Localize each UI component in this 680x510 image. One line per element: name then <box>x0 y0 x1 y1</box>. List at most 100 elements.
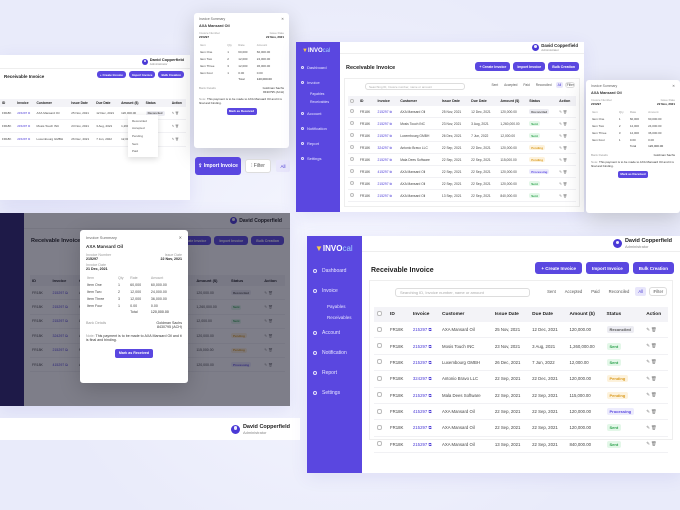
chip-accepted[interactable]: Accepted <box>504 83 518 87</box>
cell-invoice[interactable]: 215297 ⧉ <box>409 419 439 437</box>
edit-icon[interactable]: ✎ <box>646 408 651 414</box>
external-link-icon[interactable]: ⧉ <box>388 181 392 186</box>
sidebar-item-notification[interactable]: Notification <box>296 121 340 136</box>
edit-icon[interactable]: ✎ <box>646 343 651 349</box>
close-icon[interactable]: ✕ <box>672 84 675 88</box>
edit-icon[interactable]: ✎ <box>646 392 651 398</box>
trash-icon[interactable]: 🗑 <box>651 375 657 381</box>
bulk-creation-button[interactable]: Bulk Creation <box>548 62 579 71</box>
sidebar-item-account[interactable]: Account <box>296 106 340 121</box>
user-profile[interactable]: David Copperfield Administrator <box>532 43 578 52</box>
filter-button[interactable]: ⫶ Filter <box>565 82 575 88</box>
trash-icon[interactable]: 🗑 <box>651 392 657 398</box>
row-checkbox[interactable] <box>350 169 354 173</box>
edit-icon[interactable]: ✎ <box>559 181 563 186</box>
invoice-link[interactable]: 215297 <box>377 109 389 114</box>
invoice-link[interactable]: 324297 <box>412 376 428 382</box>
cell-invoice[interactable]: 215297 ⧉ <box>409 322 439 339</box>
edit-icon[interactable]: ✎ <box>559 109 563 114</box>
external-link-icon[interactable]: ⧉ <box>388 157 392 162</box>
invoice-link[interactable]: 215297 <box>377 193 389 198</box>
invoice-link[interactable]: 215297 <box>412 392 428 398</box>
sidebar-item-invoice[interactable]: Invoice <box>307 281 362 301</box>
bulk-creation-button[interactable]: Bulk Creation <box>158 71 184 78</box>
create-invoice-button[interactable]: + Create Invoice <box>475 62 511 71</box>
cell-invoice[interactable]: 215297 ⧉ <box>375 117 399 130</box>
external-link-icon[interactable]: ⧉ <box>388 193 392 198</box>
cell-invoice[interactable]: 215297 ⧉ <box>15 119 35 134</box>
invoice-link[interactable]: 215297 <box>17 124 28 129</box>
table-row[interactable]: FR18K 215297 ⧉ AXA Mansard Oil 13 Sep, 2021… <box>374 436 668 454</box>
row-checkbox[interactable] <box>350 181 354 185</box>
edit-icon[interactable]: ✎ <box>559 133 563 138</box>
chip-reconciled[interactable]: Reconciled <box>608 289 630 294</box>
table-row[interactable]: FR18K 215297 ⧉ AXA Mansard Oil 22 Sep, 2021… <box>374 419 668 437</box>
dropdown-option[interactable]: Accepted <box>132 126 145 131</box>
invoice-link[interactable]: 215297 <box>412 327 428 333</box>
external-link-icon[interactable]: ⧉ <box>427 441 432 447</box>
row-checkbox[interactable] <box>350 157 354 161</box>
sidebar-item-dashboard[interactable]: Dashboard <box>307 261 362 281</box>
dropdown-option[interactable]: Reconciled <box>132 118 147 123</box>
invoice-link[interactable]: 215297 <box>412 343 428 349</box>
trash-icon[interactable]: 🗑 <box>175 111 179 116</box>
create-invoice-button[interactable]: + Create Invoice <box>535 262 582 274</box>
external-link-icon[interactable]: ⧉ <box>427 343 432 349</box>
close-icon[interactable]: ✕ <box>281 17 284 21</box>
edit-icon[interactable]: ✎ <box>646 326 651 332</box>
invoice-link[interactable]: 215297 <box>377 181 389 186</box>
cell-invoice[interactable]: 215297 ⧉ <box>375 129 399 142</box>
dropdown-option[interactable]: Paid <box>132 149 139 154</box>
cell-invoice[interactable]: 215297 ⧉ <box>15 132 35 147</box>
chip-all[interactable]: All <box>276 160 290 172</box>
invoice-link[interactable]: 215297 <box>412 359 428 365</box>
trash-icon[interactable]: 🗑 <box>651 424 657 430</box>
invoice-link[interactable]: 215297 <box>412 441 428 447</box>
trash-icon[interactable]: 🗑 <box>562 145 567 150</box>
external-link-icon[interactable]: ⧉ <box>427 409 432 415</box>
chip-reconciled[interactable]: Reconciled <box>535 83 552 87</box>
edit-icon[interactable]: ✎ <box>559 193 563 198</box>
trash-icon[interactable]: 🗑 <box>651 326 657 332</box>
external-link-icon[interactable]: ⧉ <box>27 124 31 129</box>
edit-icon[interactable]: ✎ <box>559 145 563 150</box>
trash-icon[interactable]: 🗑 <box>651 359 657 365</box>
bulk-creation-button[interactable]: Bulk Creation <box>632 262 674 274</box>
user-profile[interactable]: David Copperfield Administrator <box>230 424 290 435</box>
invoice-link[interactable]: 215297 <box>17 137 28 142</box>
cell-invoice[interactable]: 324297 ⧉ <box>409 370 439 388</box>
row-checkbox[interactable] <box>350 193 354 197</box>
filter-button[interactable]: ⫶ Filter <box>649 287 667 296</box>
edit-icon[interactable]: ✎ <box>646 424 651 430</box>
trash-icon[interactable]: 🗑 <box>651 408 657 414</box>
select-all-checkbox[interactable] <box>377 311 382 316</box>
chip-sent[interactable]: Sent <box>491 83 499 87</box>
close-icon[interactable]: ✕ <box>178 235 182 240</box>
external-link-icon[interactable]: ⧉ <box>427 359 432 365</box>
trash-icon[interactable]: 🗑 <box>175 124 179 129</box>
user-profile[interactable]: David Copperfield Administrator <box>141 57 184 66</box>
sidebar-item-payables[interactable]: Payables <box>307 301 362 312</box>
cell-invoice[interactable]: 215297 ⧉ <box>15 107 35 121</box>
edit-icon[interactable]: ✎ <box>646 441 651 447</box>
chip-accepted[interactable]: Accepted <box>564 289 583 294</box>
trash-icon[interactable]: 🗑 <box>562 193 567 198</box>
invoice-link[interactable]: 215297 <box>412 425 428 431</box>
external-link-icon[interactable]: ⧉ <box>427 425 432 431</box>
row-checkbox[interactable] <box>350 133 354 137</box>
create-invoice-button[interactable]: + Create Invoice <box>96 71 126 78</box>
trash-icon[interactable]: 🗑 <box>562 181 567 186</box>
invoice-link[interactable]: 415297 <box>412 409 428 415</box>
external-link-icon[interactable]: ⧉ <box>388 121 392 126</box>
external-link-icon[interactable]: ⧉ <box>427 327 432 333</box>
trash-icon[interactable]: 🗑 <box>562 121 567 126</box>
